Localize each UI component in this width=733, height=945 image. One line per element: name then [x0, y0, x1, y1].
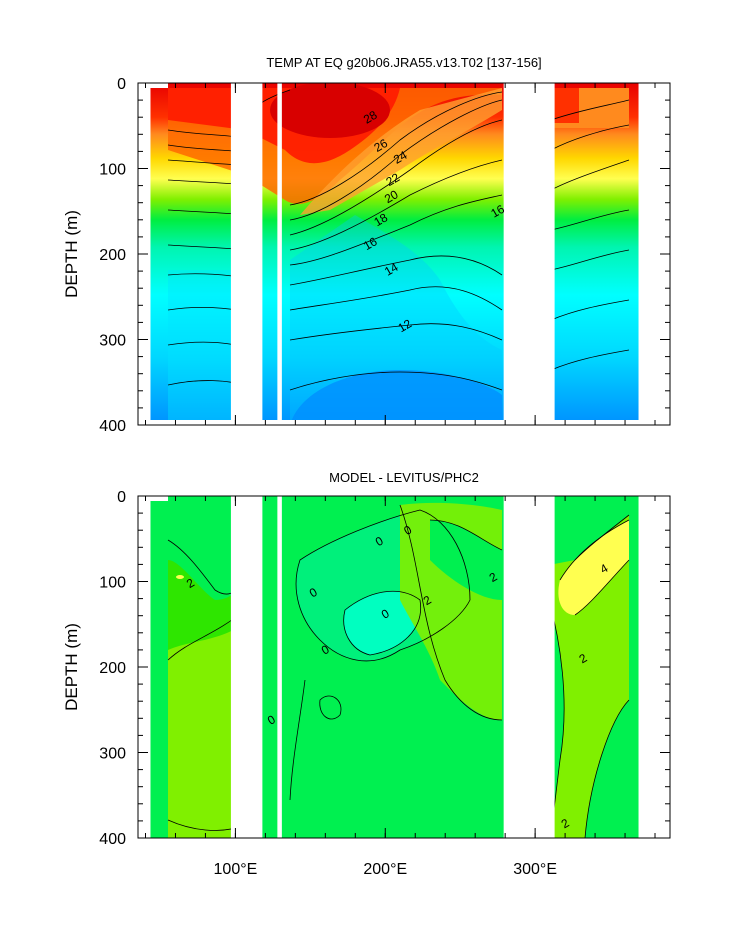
- land-gap: [277, 83, 282, 425]
- y-tick-labels: 0 100 200 300 400: [99, 76, 126, 435]
- contour-label: 12: [395, 316, 414, 335]
- contour-label: 28: [361, 108, 380, 127]
- contour-label: 16: [488, 202, 507, 221]
- y-tick-labels: 0 100 200 300 400: [99, 489, 126, 848]
- contour-label: 22: [383, 170, 402, 189]
- y-tick-label: 0: [117, 76, 126, 93]
- y-tick-label: 300: [99, 746, 126, 763]
- y-tick-label: 200: [99, 247, 126, 264]
- y-tick-label: 100: [99, 575, 126, 592]
- y-tick-label: 400: [99, 831, 126, 848]
- y-tick-label: 0: [117, 489, 126, 506]
- x-tick-label: 100°E: [214, 861, 258, 878]
- contour-fill: [138, 83, 670, 425]
- land-gap: [503, 496, 555, 838]
- panel-title: MODEL - LEVITUS/PHC2: [329, 470, 479, 485]
- land-gap: [503, 83, 555, 425]
- y-axis-label: DEPTH (m): [62, 623, 81, 711]
- contour-label: 16: [361, 234, 380, 253]
- y-axis-label: DEPTH (m): [62, 210, 81, 298]
- panel-title: TEMP AT EQ g20b06.JRA55.v13.T02 [137-156…: [266, 55, 541, 70]
- contour-fill: [138, 496, 670, 838]
- x-tick-labels: 100°E 200°E 300°E: [214, 861, 557, 878]
- x-tick-label: 300°E: [513, 861, 557, 878]
- axis-ticks: [138, 82, 670, 426]
- contour-label: 26: [371, 136, 390, 155]
- land-gap: [230, 83, 263, 425]
- axis-ticks: [138, 495, 670, 839]
- contour-label: 18: [371, 210, 390, 229]
- y-tick-label: 400: [99, 418, 126, 435]
- contour-label: 20: [382, 187, 401, 206]
- land-gap: [230, 496, 263, 838]
- y-tick-label: 100: [99, 162, 126, 179]
- contour-label: 14: [382, 260, 401, 279]
- y-tick-label: 200: [99, 660, 126, 677]
- x-tick-label: 200°E: [363, 861, 407, 878]
- land-gap: [277, 496, 282, 838]
- difference-panel: MODEL - LEVITUS/PHC2: [62, 470, 671, 878]
- y-tick-label: 300: [99, 333, 126, 350]
- temperature-panel: TEMP AT EQ g20b06.JRA55.v13.T02 [137-156…: [62, 55, 671, 435]
- contour-label: 24: [391, 148, 410, 167]
